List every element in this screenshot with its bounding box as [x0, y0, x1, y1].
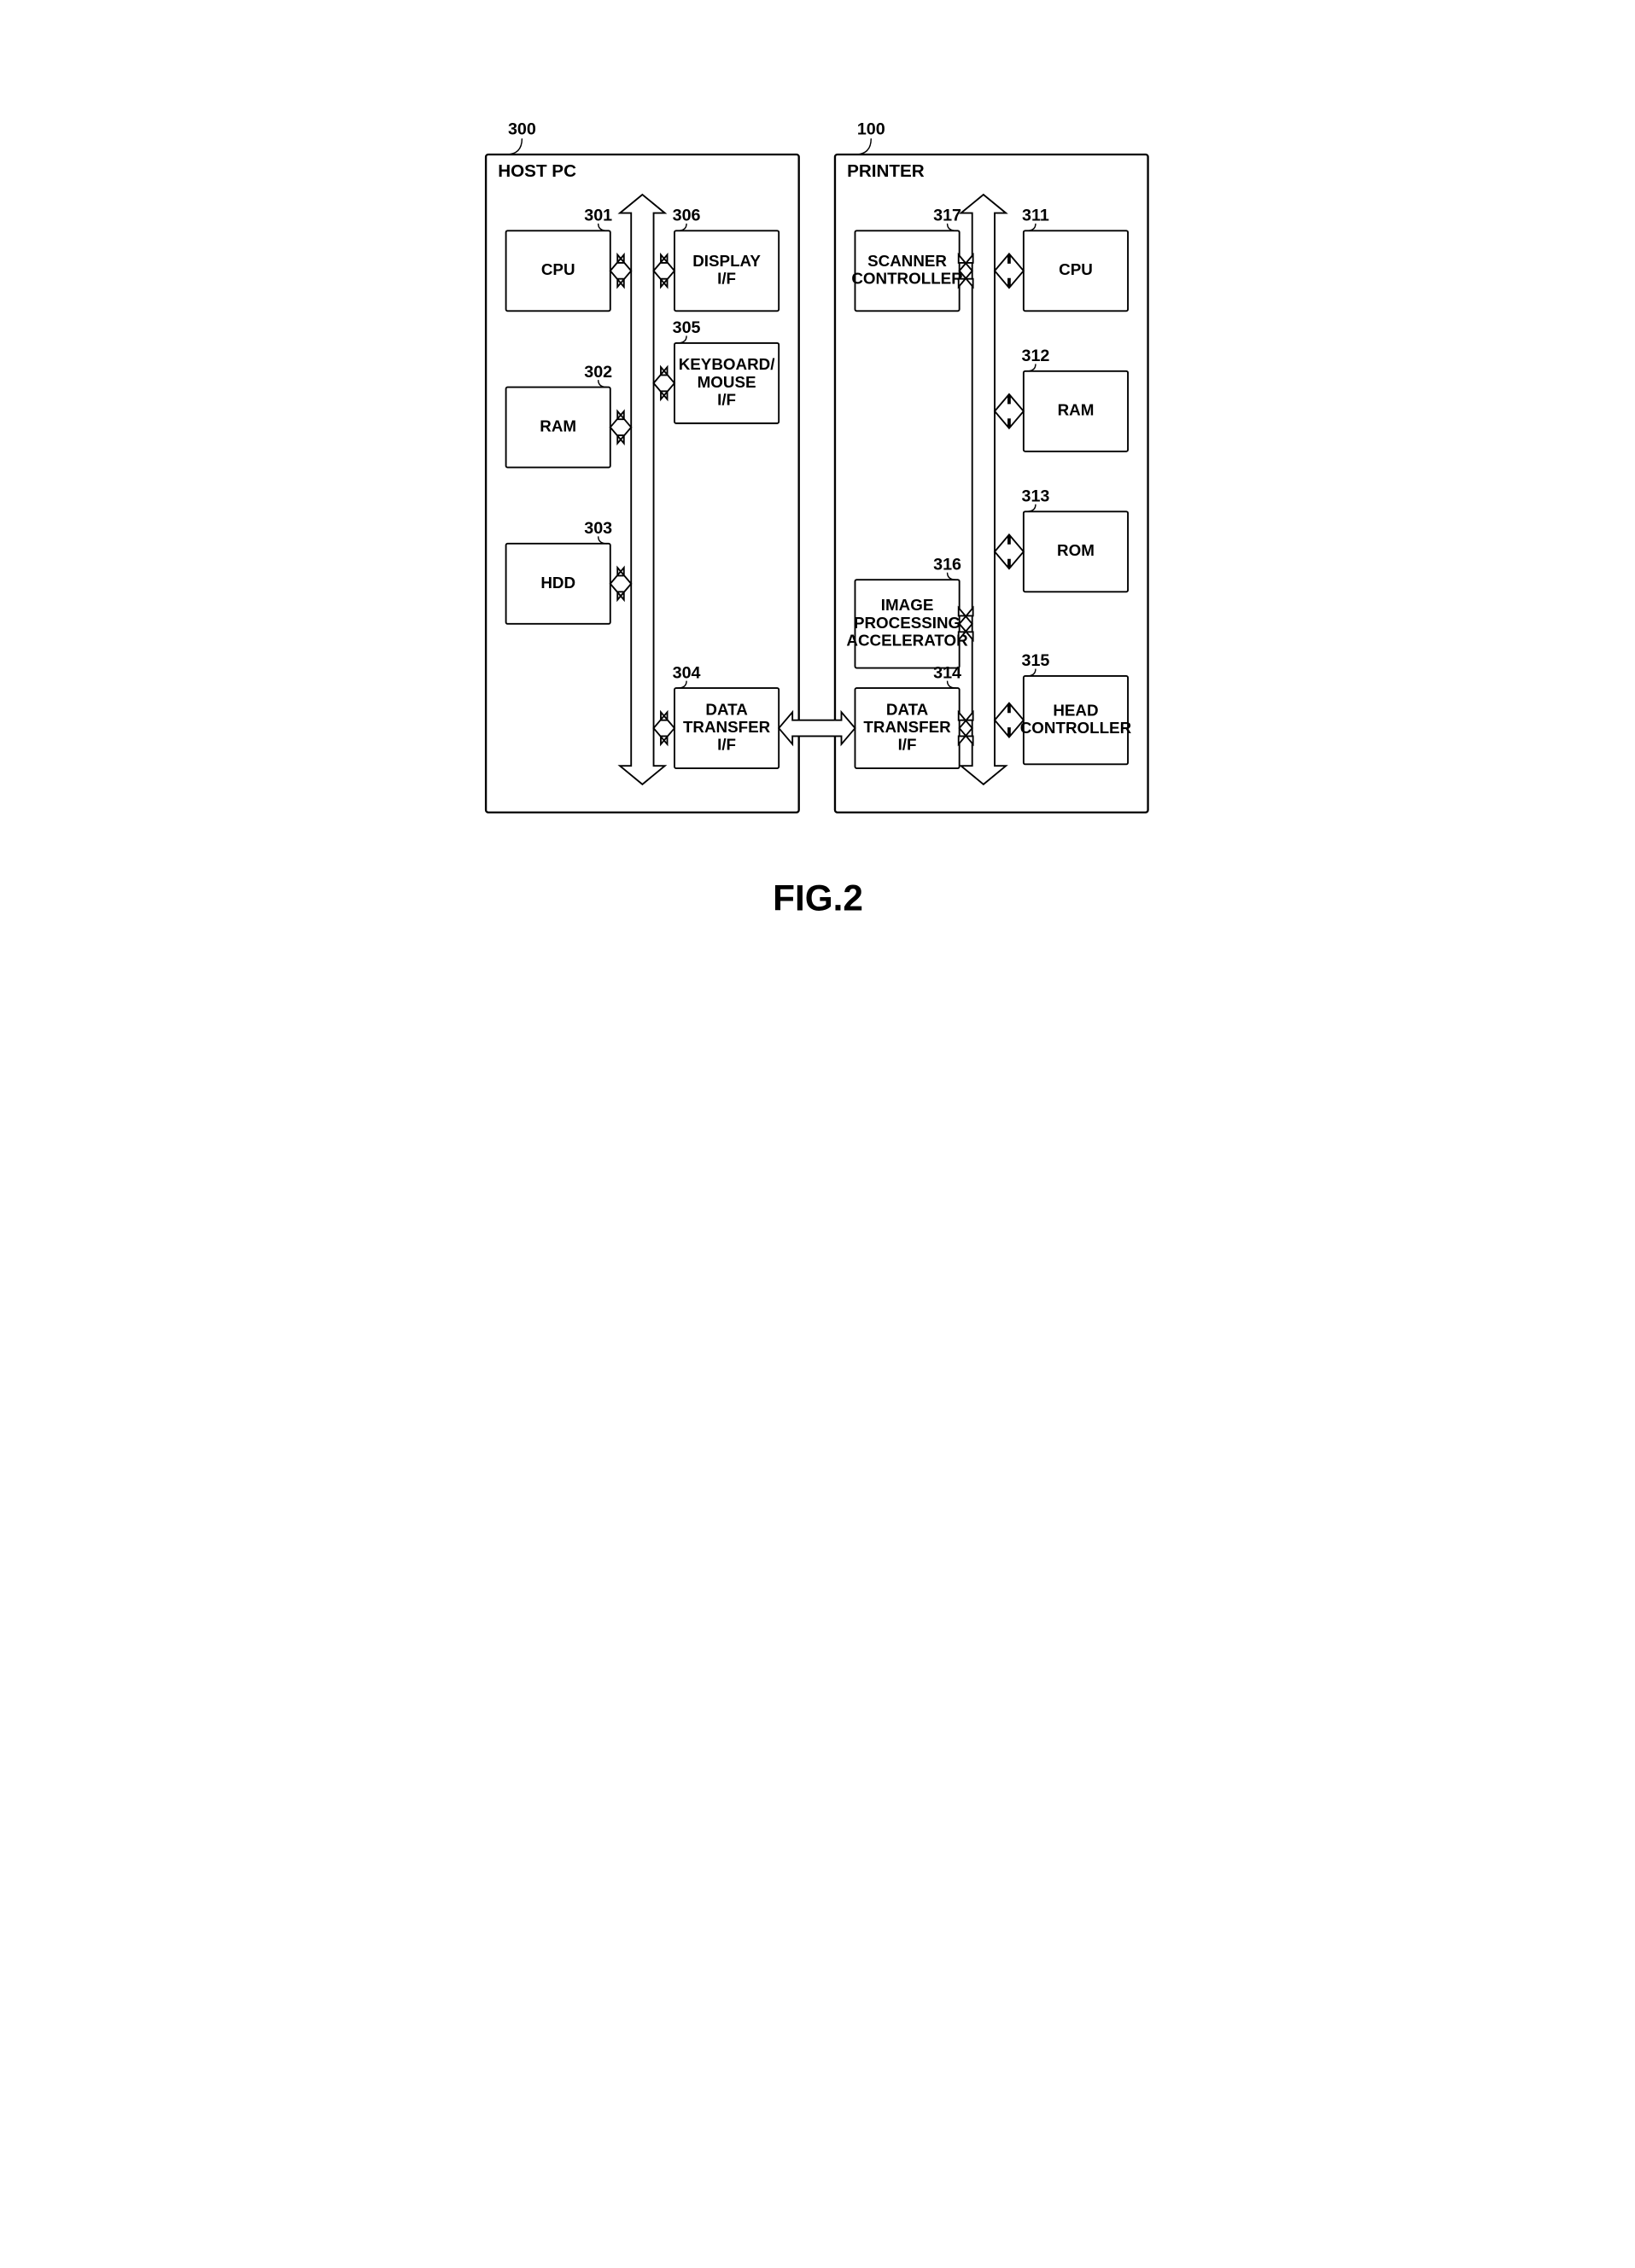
svg-text:306: 306: [672, 207, 700, 225]
svg-text:KEYBOARD/: KEYBOARD/: [678, 355, 774, 373]
svg-text:IMAGE: IMAGE: [880, 596, 933, 614]
svg-text:317: 317: [933, 207, 961, 225]
svg-text:302: 302: [584, 363, 612, 382]
svg-text:ACCELERATOR: ACCELERATOR: [846, 632, 968, 650]
svg-text:PRINTER: PRINTER: [847, 161, 925, 181]
svg-text:HOST PC: HOST PC: [498, 161, 576, 181]
svg-text:I/F: I/F: [717, 391, 736, 409]
svg-text:316: 316: [933, 555, 961, 574]
svg-text:313: 313: [1021, 487, 1049, 506]
svg-text:300: 300: [507, 120, 535, 138]
svg-text:I/F: I/F: [717, 736, 736, 754]
svg-text:312: 312: [1021, 347, 1049, 365]
svg-text:TRANSFER: TRANSFER: [682, 718, 770, 736]
svg-text:DATA: DATA: [885, 700, 928, 718]
svg-text:304: 304: [672, 663, 700, 682]
svg-text:315: 315: [1021, 651, 1049, 670]
svg-text:HDD: HDD: [540, 574, 575, 592]
svg-text:303: 303: [584, 519, 612, 538]
svg-text:CONTROLLER: CONTROLLER: [1019, 719, 1131, 737]
svg-text:PROCESSING: PROCESSING: [853, 614, 960, 632]
svg-text:I/F: I/F: [717, 270, 736, 288]
svg-text:SCANNER: SCANNER: [867, 252, 947, 270]
svg-text:HEAD: HEAD: [1053, 701, 1098, 719]
svg-text:MOUSE: MOUSE: [697, 373, 756, 391]
svg-text:CPU: CPU: [1059, 260, 1093, 278]
svg-text:CONTROLLER: CONTROLLER: [851, 270, 963, 288]
svg-text:I/F: I/F: [897, 736, 916, 754]
svg-text:DATA: DATA: [705, 700, 748, 718]
svg-text:100: 100: [856, 120, 885, 138]
svg-text:ROM: ROM: [1057, 541, 1095, 559]
svg-text:TRANSFER: TRANSFER: [863, 718, 951, 736]
svg-text:301: 301: [584, 207, 612, 225]
block-diagram: HOST PC300CPU301RAM302HDD303DISPLAYI/F30…: [434, 34, 1202, 1100]
svg-text:RAM: RAM: [540, 417, 576, 435]
svg-text:FIG.2: FIG.2: [773, 877, 863, 918]
svg-text:314: 314: [933, 663, 961, 682]
svg-text:305: 305: [672, 318, 700, 337]
svg-text:RAM: RAM: [1057, 401, 1094, 419]
svg-text:DISPLAY: DISPLAY: [692, 252, 761, 270]
svg-text:CPU: CPU: [540, 260, 575, 278]
svg-text:311: 311: [1022, 207, 1049, 225]
